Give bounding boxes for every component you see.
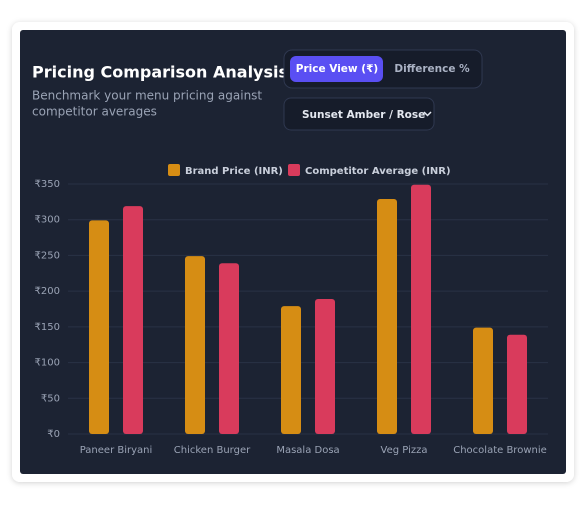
- x-tick-label: Veg Pizza: [381, 445, 428, 456]
- y-tick-label: ₹200: [35, 286, 60, 297]
- x-tick-label: Chicken Burger: [174, 445, 251, 456]
- x-tick-label: Masala Dosa: [276, 445, 339, 456]
- bar: [219, 263, 239, 434]
- legend-swatch: [288, 164, 300, 176]
- tab-button-active[interactable]: [290, 56, 383, 82]
- subtitle-line: Benchmark your menu pricing against: [32, 89, 262, 103]
- bar: [507, 334, 527, 434]
- y-tick-label: ₹50: [41, 393, 60, 404]
- bar: [473, 327, 493, 434]
- chart-title: Pricing Comparison Analysis: [32, 63, 288, 82]
- plot: ₹0 ₹50 ₹100 ₹150 ₹200 ₹250 ₹300 ₹350 Brand Price…: [35, 164, 548, 456]
- bar: [315, 299, 335, 434]
- bar: [123, 206, 143, 434]
- bar: [89, 220, 109, 434]
- x-tick-label: Chocolate Brownie: [453, 445, 547, 456]
- legend-swatch: [168, 164, 180, 176]
- subtitle-line: competitor averages: [32, 105, 157, 119]
- x-tick-label: Paneer Biryani: [80, 445, 153, 456]
- palette-select[interactable]: [283, 97, 435, 131]
- y-tick-label: ₹350: [35, 179, 60, 190]
- tab-label[interactable]: Difference %: [394, 63, 470, 75]
- bar: [377, 199, 397, 434]
- select-label[interactable]: Sunset Amber / Rose: [302, 109, 425, 121]
- y-tick-label: ₹150: [35, 322, 60, 333]
- y-tick-label: ₹0: [47, 429, 60, 440]
- y-tick-label: ₹300: [35, 215, 60, 226]
- legend-label: Brand Price (INR): [185, 166, 283, 177]
- tab-label[interactable]: Price View (₹): [296, 63, 378, 75]
- bar: [185, 256, 205, 434]
- legend-label: Competitor Average (INR): [305, 166, 451, 177]
- y-tick-label: ₹100: [35, 358, 60, 369]
- y-tick-label: ₹250: [35, 250, 60, 261]
- bar: [411, 184, 431, 434]
- select-chevron: [423, 111, 432, 117]
- bar: [281, 306, 301, 434]
